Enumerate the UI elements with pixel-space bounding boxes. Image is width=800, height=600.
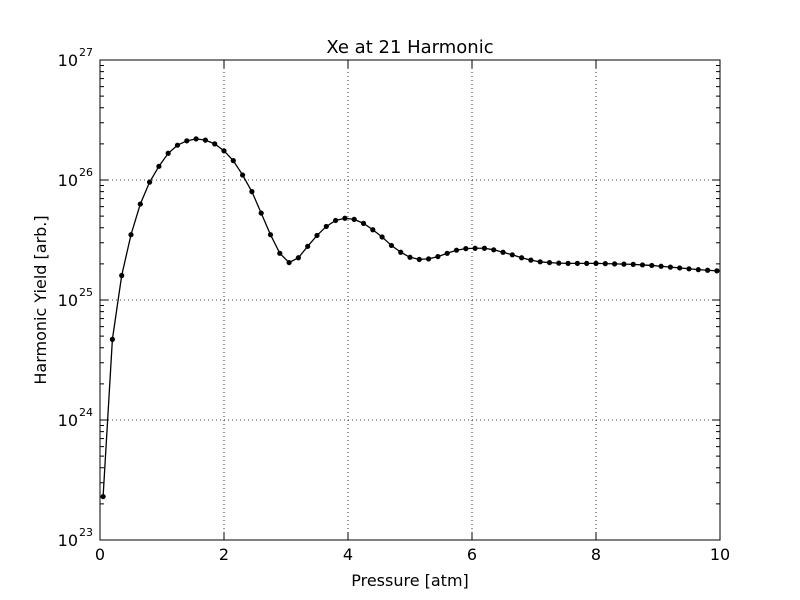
data-point [137,201,143,207]
data-point [453,247,460,253]
data-point [398,249,404,255]
data-point [379,234,385,240]
data-point [463,246,469,252]
data-point [240,172,246,178]
data-point [714,268,720,274]
data-point [658,263,664,269]
y-tick-label: 10 [58,531,78,550]
data-point [621,261,627,267]
grid [100,60,720,540]
data-point [286,259,292,266]
data-point [426,256,432,262]
data-point [416,256,422,262]
data-point [649,262,655,269]
data-point [686,266,692,272]
y-tick-exponent: 23 [79,526,93,539]
y-tick-label: 10 [58,51,78,70]
data-point [295,255,301,261]
axis-ticks [99,59,721,541]
data-point [267,232,274,238]
data-point [491,247,497,253]
data-point [184,138,190,144]
data-point [546,259,553,266]
x-axis-label: Pressure [atm] [351,571,469,590]
data-point [147,179,153,185]
chart-title: Xe at 21 Harmonic [326,37,493,58]
data-point [323,223,329,230]
data-point [174,142,181,148]
data-point [230,158,236,164]
data-point [193,136,199,142]
data-point [305,243,311,249]
data-point [612,261,618,267]
data-point [277,250,283,256]
data-point [388,242,394,249]
data-point [351,216,357,222]
data-point [128,232,134,238]
data-point [407,254,413,260]
data-point [156,163,162,169]
data-point [444,250,450,256]
data-point [509,252,515,258]
data-point [119,272,125,279]
data-point [574,260,581,266]
data-point [333,217,339,224]
data-point [314,232,320,239]
y-tick-base: 10 [58,171,78,190]
y-tick-label: 10 [58,411,78,430]
data-point [667,264,674,270]
data-point [528,257,534,263]
y-axis-label: Harmonic Yield [arb.] [31,215,50,384]
x-tick-label: 2 [219,545,229,564]
data-point [565,260,571,266]
data-point [202,137,208,143]
data-point [519,255,525,261]
data-point [221,148,227,154]
data-point [556,260,562,266]
data-point [500,249,506,255]
data-point [342,215,348,221]
y-tick-base: 10 [58,51,78,70]
data-point [370,227,376,233]
x-tick-label: 4 [343,545,353,564]
data-point [165,150,171,156]
data-point [602,261,608,267]
data-point [472,245,478,251]
y-tick-base: 10 [58,291,78,310]
x-tick-label: 8 [591,545,601,564]
y-tick-exponent: 27 [79,46,93,59]
y-tick-exponent: 24 [79,406,93,419]
y-tick-label: 10 [58,171,78,190]
data-point [100,493,106,500]
data-point [481,245,487,251]
x-tick-label: 6 [467,545,477,564]
y-tick-base: 10 [58,531,78,550]
y-tick-exponent: 25 [79,286,93,299]
data-point [212,141,218,147]
y-tick-base: 10 [58,411,78,430]
x-tick-label: 0 [95,545,105,564]
data-point [705,267,711,273]
data-point [258,210,264,216]
data-point [639,262,646,268]
data-point [537,259,543,265]
data-point [109,336,115,342]
data-point [695,267,701,273]
data-point [630,261,636,267]
data-point [584,260,590,266]
series-layer [100,136,720,500]
x-tick-label: 10 [710,545,730,564]
data-point [435,253,441,260]
y-tick-label: 10 [58,291,78,310]
data-point [360,220,367,226]
data-point [593,260,599,266]
data-point [677,265,683,271]
y-tick-exponent: 26 [79,166,93,179]
data-point [249,189,255,195]
